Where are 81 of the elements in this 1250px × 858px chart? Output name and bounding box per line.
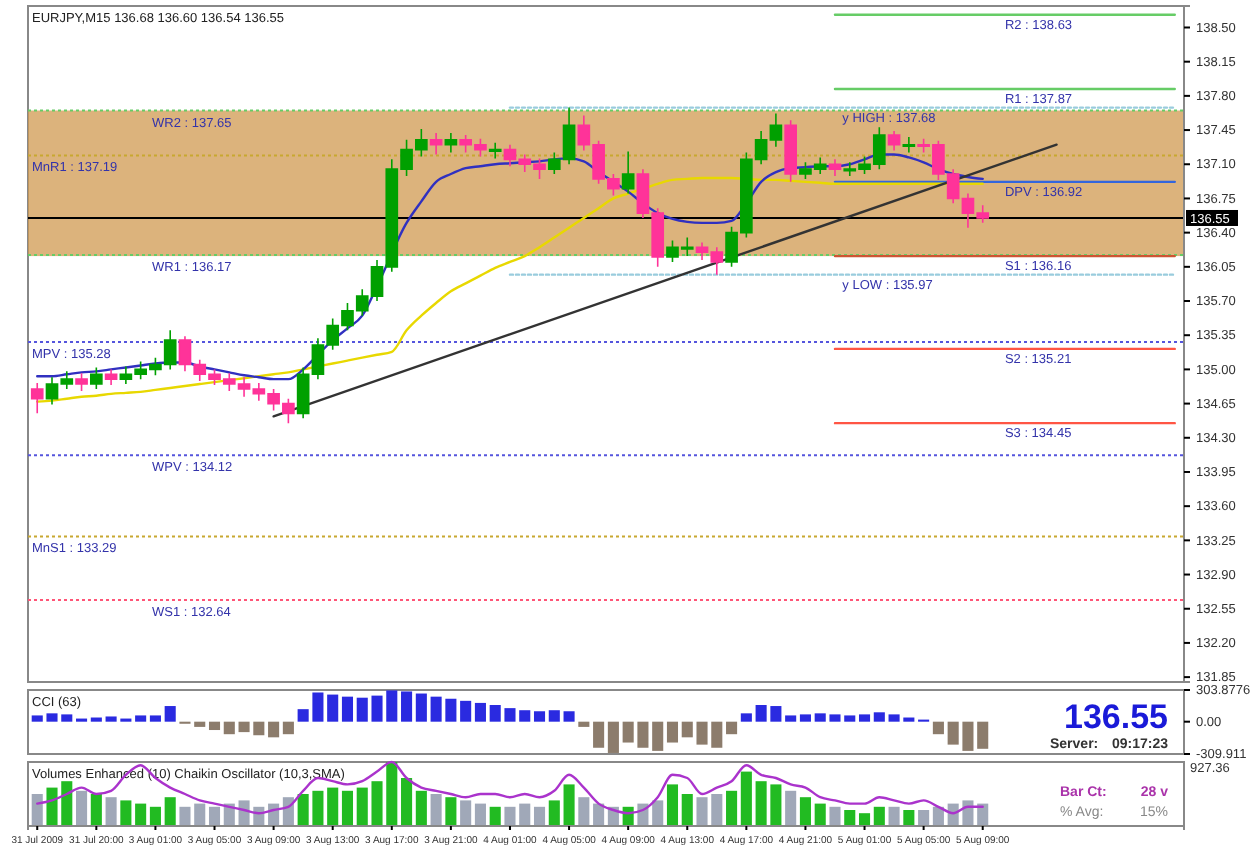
bar [918,810,930,826]
bar [799,797,811,826]
candlestick [75,372,88,392]
bar [858,813,871,826]
bar [681,794,693,826]
bar [460,700,472,722]
bar [120,800,132,826]
bar [873,712,885,722]
bar [563,784,575,826]
bar [844,810,856,826]
candlestick [488,141,502,160]
candlestick [444,132,458,154]
bar [76,790,88,826]
line-series [36,176,984,403]
bar [873,806,885,826]
bar [533,711,546,722]
bar [401,691,413,722]
candlestick [104,368,118,386]
candlestick [89,366,103,390]
bar [164,706,176,722]
bar [548,710,560,722]
candlestick [784,119,797,183]
bar [341,790,354,826]
bar [208,721,221,731]
candlestick [828,158,842,177]
bar [785,790,797,826]
bar [533,806,546,826]
bar [415,693,427,722]
bar [903,810,915,826]
bar [726,790,738,826]
bar [578,797,590,826]
bar [90,794,102,826]
bar [415,790,427,826]
bar [563,711,575,722]
bar [327,787,339,826]
bar [489,806,501,826]
bar [401,778,413,826]
bar [474,803,486,826]
bar [740,771,752,826]
bar [460,800,472,826]
bar [593,721,605,748]
candlestick [30,382,44,415]
candlestick [429,132,443,156]
bar [208,806,221,826]
bar [578,721,590,727]
candlestick [887,130,901,152]
bar [666,784,679,826]
bar [105,797,117,826]
annotation: 136.55 [1064,698,1168,736]
bar [445,797,457,826]
line-series [36,153,984,381]
bar [548,800,560,826]
bar [149,806,161,826]
bar [977,721,989,749]
bar [785,715,797,722]
candlestick [621,150,635,195]
bar [430,794,442,826]
bar [829,806,841,826]
bar [282,721,294,735]
bar [814,803,826,826]
candlestick [902,136,916,154]
bar [607,721,619,753]
bar [164,797,176,826]
bar [223,721,235,735]
bar [740,713,752,722]
bar [135,715,147,722]
bar [858,714,871,722]
bar [666,721,679,743]
bar [474,702,486,722]
bar [31,794,43,826]
bar [149,715,161,722]
bar [652,721,664,751]
bar [652,800,664,826]
bar [888,806,900,826]
bar [341,696,354,722]
bar [327,694,339,722]
bar [799,714,811,722]
bar [726,721,738,735]
bar [135,803,147,826]
bar [268,721,280,738]
bar [932,721,944,735]
